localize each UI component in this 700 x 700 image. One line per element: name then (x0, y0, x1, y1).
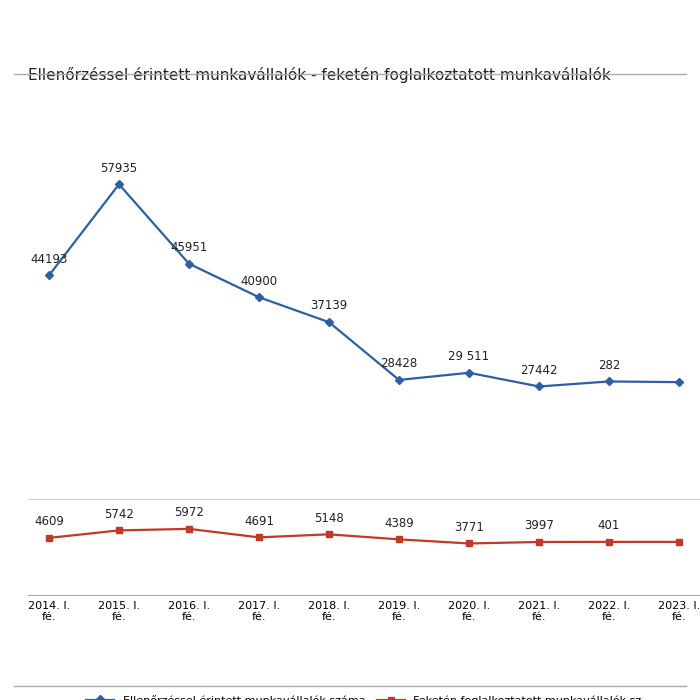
Text: 4389: 4389 (384, 517, 414, 530)
Text: 401: 401 (598, 519, 620, 532)
Text: 37139: 37139 (310, 300, 348, 312)
Text: 57935: 57935 (100, 162, 138, 174)
Ellenőrzéssel érintett munkavállalók száma (185, 260, 193, 268)
Feketén foglalkoztatott munkavállalók sz (465, 539, 473, 547)
Text: 5742: 5742 (104, 508, 134, 521)
Text: 4691: 4691 (244, 514, 274, 528)
Text: 28428: 28428 (380, 357, 418, 370)
Text: 29 511: 29 511 (449, 350, 489, 363)
Ellenőrzéssel érintett munkavállalók száma (255, 293, 263, 302)
Feketén foglalkoztatott munkavállalók sz (325, 530, 333, 538)
Text: 40900: 40900 (240, 274, 278, 288)
Text: 4609: 4609 (34, 515, 64, 528)
Ellenőrzéssel érintett munkavállalók száma (675, 378, 683, 386)
Text: 27442: 27442 (520, 364, 558, 377)
Feketén foglalkoztatott munkavállalók sz (395, 536, 403, 544)
Text: 3771: 3771 (454, 521, 484, 533)
Text: 5148: 5148 (314, 512, 344, 524)
Line: Ellenőrzéssel érintett munkavállalók száma: Ellenőrzéssel érintett munkavállalók szá… (46, 181, 682, 390)
Ellenőrzéssel érintett munkavállalók száma (45, 271, 53, 279)
Text: 45951: 45951 (170, 241, 208, 254)
Text: 44193: 44193 (30, 253, 68, 266)
Text: 282: 282 (598, 358, 620, 372)
Legend: Ellenőrzéssel érintett munkavállalók száma, Feketén foglalkoztatott munkavállaló: Ellenőrzéssel érintett munkavállalók szá… (82, 692, 646, 700)
Feketén foglalkoztatott munkavállalók sz (45, 533, 53, 542)
Feketén foglalkoztatott munkavállalók sz (675, 538, 683, 546)
Ellenőrzéssel érintett munkavállalók száma (535, 382, 543, 391)
Feketén foglalkoztatott munkavállalók sz (115, 526, 123, 535)
Ellenőrzéssel érintett munkavállalók száma (325, 318, 333, 326)
Ellenőrzéssel érintett munkavállalók száma (115, 180, 123, 188)
Ellenőrzéssel érintett munkavállalók száma (465, 369, 473, 377)
Feketén foglalkoztatott munkavállalók sz (185, 525, 193, 533)
Text: 3997: 3997 (524, 519, 554, 532)
Text: 5972: 5972 (174, 506, 204, 519)
Feketén foglalkoztatott munkavállalók sz (605, 538, 613, 546)
Feketén foglalkoztatott munkavállalók sz (255, 533, 263, 542)
Feketén foglalkoztatott munkavállalók sz (535, 538, 543, 546)
Ellenőrzéssel érintett munkavállalók száma (395, 376, 403, 384)
Line: Feketén foglalkoztatott munkavállalók sz: Feketén foglalkoztatott munkavállalók sz (46, 526, 682, 547)
Ellenőrzéssel érintett munkavállalók száma (605, 377, 613, 386)
Text: Ellenőrzéssel érintett munkavállalók - feketén foglalkoztatott munkavállalók: Ellenőrzéssel érintett munkavállalók - f… (28, 67, 610, 83)
